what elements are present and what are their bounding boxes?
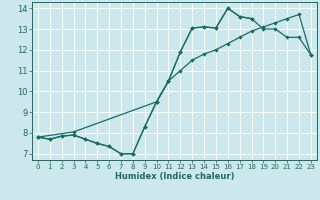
X-axis label: Humidex (Indice chaleur): Humidex (Indice chaleur) (115, 172, 234, 181)
